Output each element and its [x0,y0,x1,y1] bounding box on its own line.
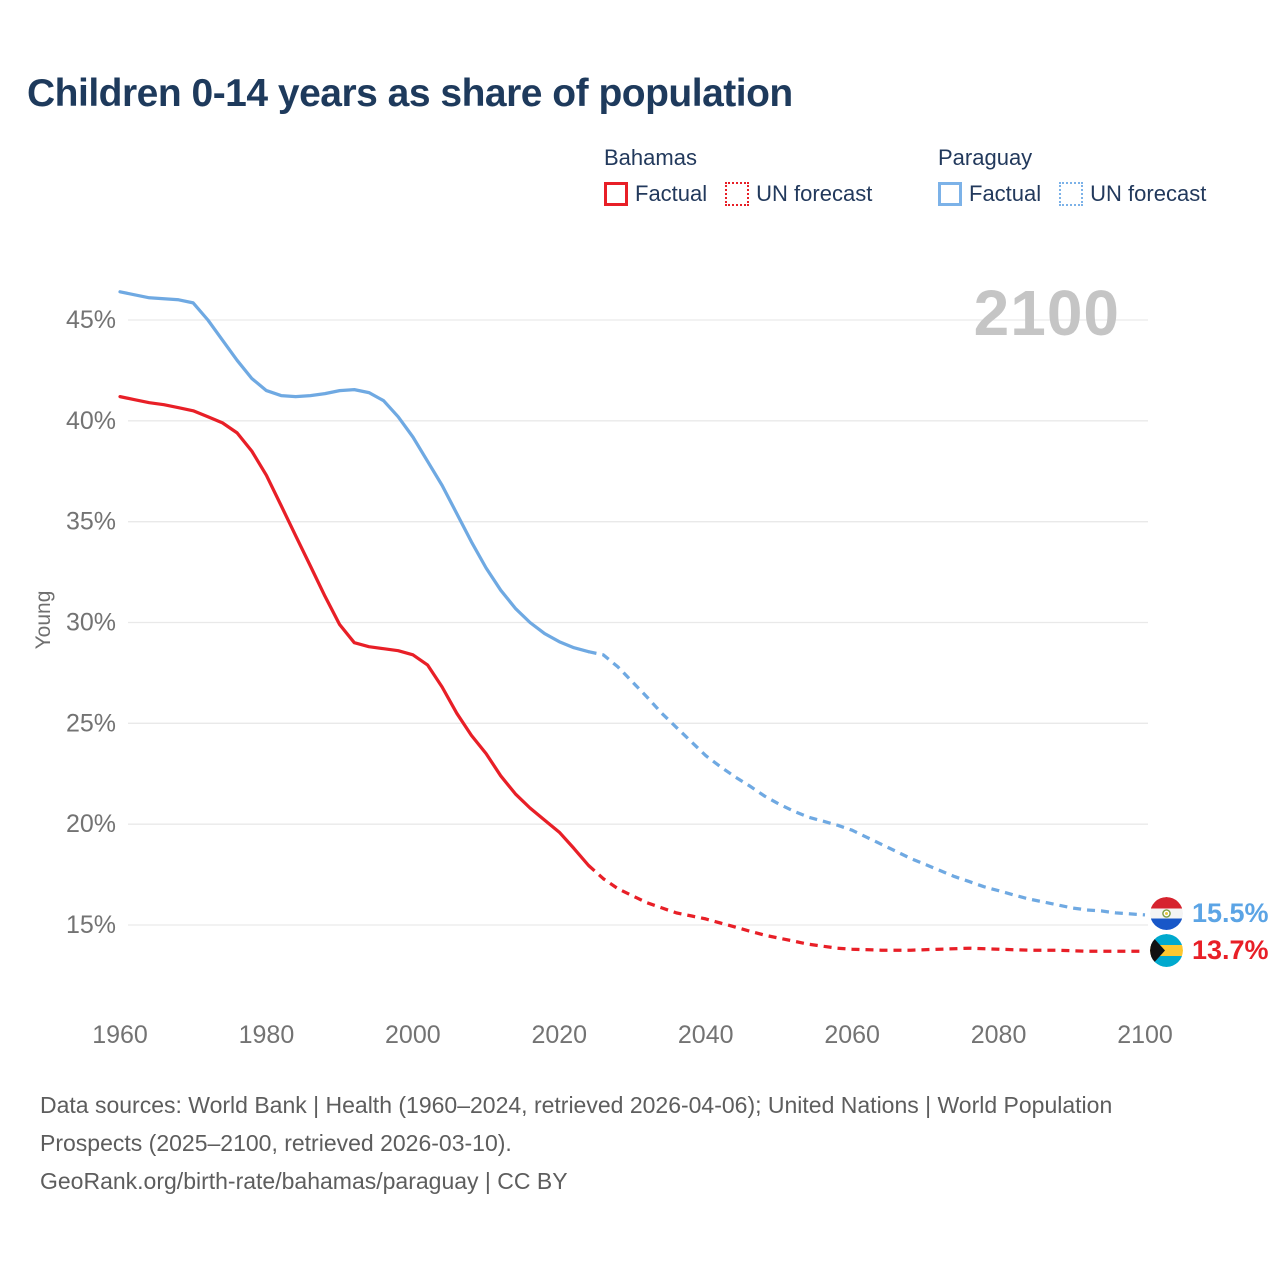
x-tick-label: 1960 [92,1021,148,1049]
end-year-watermark: 2100 [973,277,1120,349]
legend-group-title: Paraguay [938,145,1033,170]
attribution-text: GeoRank.org/birth-rate/bahamas/paraguay … [40,1168,568,1194]
legend-item-label: Factual [969,181,1042,206]
paraguay-factual-swatch-icon [938,182,962,206]
x-tick-label: 2100 [1117,1021,1173,1049]
paraguay-end-label: 15.5% [1150,897,1269,930]
chart-plot-area: 15% 20% 25% 30% 35% 40% 45% 1960 1980 2000 2020 204… [66,290,1173,1049]
bahamas-end-label: 13.7% [1150,934,1269,967]
legend-row: Factual UN forecast [938,181,1206,207]
legend-item-bahamas-forecast[interactable]: UN forecast [725,181,872,207]
legend-group-title: Bahamas [604,145,697,170]
page-title: Children 0-14 years as share of populati… [27,72,793,115]
paraguay-factual-line [118,290,591,654]
legend-group-paraguay: Paraguay Factual UN forecast [938,145,1206,207]
legend-item-label: UN forecast [756,181,873,206]
x-tick-label: 1980 [239,1021,295,1049]
footer: Data sources: World Bank | Health (1960–… [40,1086,1140,1200]
y-tick-label: 20% [66,810,116,838]
x-tick-label: 2020 [531,1021,587,1049]
legend-item-paraguay-forecast[interactable]: UN forecast [1059,181,1206,207]
paraguay-end-value: 15.5% [1192,898,1269,928]
bahamas-flag-icon [1150,934,1183,967]
legend-item-label: Factual [635,181,708,206]
data-sources-text: Data sources: World Bank | Health (1960–… [40,1092,1113,1156]
legend-row: Factual UN forecast [604,181,872,207]
bahamas-un-forecast-line [587,864,1145,953]
legend: Bahamas Factual UN forecast Paraguay Fac… [0,145,1280,225]
legend-item-bahamas-factual[interactable]: Factual [604,181,707,207]
bahamas-end-value: 13.7% [1192,935,1269,965]
x-tick-label: 2080 [971,1021,1027,1049]
x-tick-label: 2060 [824,1021,880,1049]
y-tick-label: 25% [66,709,116,737]
legend-item-label: UN forecast [1090,181,1207,206]
y-tick-label: 30% [66,609,116,637]
y-tick-label: 40% [66,407,116,435]
x-tick-label: 2000 [385,1021,441,1049]
bahamas-factual-line [118,394,591,868]
paraguay-flag-icon [1150,897,1183,930]
y-tick-label: 35% [66,508,116,536]
y-tick-label: 15% [66,911,116,939]
paraguay-un-forecast-line [588,650,1146,917]
legend-item-paraguay-factual[interactable]: Factual [938,181,1041,207]
y-axis-title: Young [32,590,55,650]
bahamas-factual-swatch-icon [604,182,628,206]
paraguay-forecast-swatch-icon [1059,182,1084,206]
y-tick-label: 45% [66,306,116,334]
legend-group-bahamas: Bahamas Factual UN forecast [604,145,872,207]
bahamas-forecast-swatch-icon [725,182,750,206]
x-tick-label: 2040 [678,1021,734,1049]
